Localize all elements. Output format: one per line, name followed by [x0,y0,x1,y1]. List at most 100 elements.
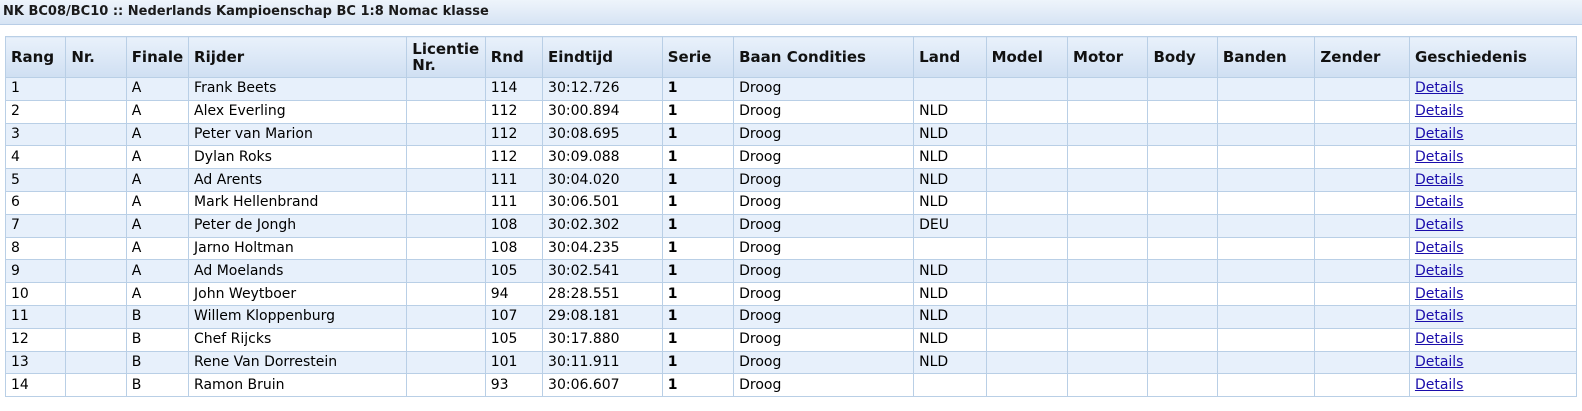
details-link[interactable]: Details [1414,331,1464,348]
serie-cell: 1 [661,145,735,170]
col-header-rijder[interactable]: Rijder [188,36,408,78]
col-header-motor[interactable]: Motor [1067,36,1149,78]
details-link[interactable]: Details [1414,103,1464,120]
details-link[interactable]: Details [1414,308,1464,325]
col-header-rang[interactable]: Rang [4,36,67,78]
rijder-cell: Dylan Roks [188,145,408,170]
geschiedenis-cell: Details [1408,190,1578,215]
rnd-cell: 108 [484,236,544,261]
licentie-cell [406,213,486,238]
body-cell [1147,122,1218,147]
nr-cell [65,77,127,101]
table-row: 14 B Ramon Bruin 93 30:06.607 1 Droog Details [4,373,1578,398]
details-link[interactable]: Details [1414,194,1464,211]
table-row: 5 A Ad Arents 111 30:04.020 1 Droog NLD Details [4,168,1578,192]
baan-condities-cell: Droog [733,190,915,215]
geschiedenis-cell: Details [1408,350,1578,375]
details-link[interactable]: Details [1414,376,1464,393]
rnd-cell: 112 [484,145,544,170]
motor-cell [1067,77,1149,101]
rijder-cell: John Weytboer [188,282,408,306]
nr-cell [65,304,127,329]
details-link[interactable]: Details [1414,171,1464,188]
baan-condities-cell: Droog [733,373,915,398]
table-row: 1 A Frank Beets 114 30:12.726 1 Droog Details [4,77,1578,101]
details-link[interactable]: Details [1414,217,1464,234]
serie-cell: 1 [661,373,735,398]
geschiedenis-cell: Details [1408,168,1578,192]
rang-cell: 5 [4,168,67,192]
col-header-land[interactable]: Land [913,36,987,78]
col-header-model[interactable]: Model [985,36,1069,78]
motor-cell [1067,259,1149,284]
col-header-geschiedenis[interactable]: Geschiedenis [1408,36,1578,78]
col-header-nr[interactable]: Nr. [65,36,127,78]
body-cell [1147,190,1218,215]
results-table: Rang Nr. Finale Rijder Licentie Nr. Rnd … [4,36,1578,398]
licentie-cell [406,99,486,124]
model-cell [985,304,1069,329]
body-cell [1147,213,1218,238]
col-header-serie[interactable]: Serie [661,36,735,78]
baan-condities-cell: Droog [733,327,915,352]
finale-cell: A [125,145,190,170]
details-link[interactable]: Details [1414,125,1464,142]
details-link[interactable]: Details [1414,353,1464,370]
motor-cell [1067,304,1149,329]
rang-cell: 14 [4,373,67,398]
baan-condities-cell: Droog [733,350,915,375]
details-link[interactable]: Details [1414,262,1464,279]
table-row: 12 B Chef Rijcks 105 30:17.880 1 Droog NLD Detai… [4,327,1578,352]
eindtijd-cell: 28:28.551 [542,282,663,306]
land-cell [913,77,987,101]
serie-cell: 1 [661,99,735,124]
motor-cell [1067,236,1149,261]
rang-cell: 6 [4,190,67,215]
nr-cell [65,145,127,170]
col-header-rnd[interactable]: Rnd [484,36,544,78]
finale-cell: A [125,99,190,124]
col-header-zender[interactable]: Zender [1314,36,1410,78]
zender-cell [1314,236,1410,261]
nr-cell [65,190,127,215]
zender-cell [1314,213,1410,238]
rang-cell: 1 [4,77,67,101]
details-link[interactable]: Details [1414,239,1464,256]
details-link[interactable]: Details [1414,285,1464,302]
eindtijd-cell: 30:11.911 [542,350,663,375]
eindtijd-cell: 30:02.541 [542,259,663,284]
zender-cell [1314,168,1410,192]
eindtijd-cell: 30:06.501 [542,190,663,215]
col-header-eindtijd[interactable]: Eindtijd [542,36,663,78]
col-header-licentie[interactable]: Licentie Nr. [406,36,486,78]
banden-cell [1216,213,1316,238]
baan-condities-cell: Droog [733,236,915,261]
col-header-baan-condities[interactable]: Baan Condities [733,36,915,78]
details-link[interactable]: Details [1414,148,1464,165]
rijder-cell: Peter van Marion [188,122,408,147]
banden-cell [1216,236,1316,261]
zender-cell [1314,304,1410,329]
table-row: 11 B Willem Kloppenburg 107 29:08.181 1 Droog N… [4,304,1578,329]
body-cell [1147,168,1218,192]
eindtijd-cell: 30:04.020 [542,168,663,192]
rijder-cell: Frank Beets [188,77,408,101]
table-row: 13 B Rene Van Dorrestein 101 30:11.911 1 Droog… [4,350,1578,375]
col-header-body[interactable]: Body [1147,36,1218,78]
nr-cell [65,327,127,352]
rijder-cell: Rene Van Dorrestein [188,350,408,375]
details-link[interactable]: Details [1414,80,1464,97]
banden-cell [1216,350,1316,375]
banden-cell [1216,77,1316,101]
finale-cell: A [125,213,190,238]
rijder-cell: Alex Everling [188,99,408,124]
col-header-finale[interactable]: Finale [125,36,190,78]
finale-cell: B [125,350,190,375]
licentie-cell [406,190,486,215]
table-header-row: Rang Nr. Finale Rijder Licentie Nr. Rnd … [4,36,1578,78]
col-header-banden[interactable]: Banden [1216,36,1316,78]
land-cell: NLD [913,145,987,170]
body-cell [1147,145,1218,170]
rijder-cell: Ramon Bruin [188,373,408,398]
banden-cell [1216,282,1316,306]
